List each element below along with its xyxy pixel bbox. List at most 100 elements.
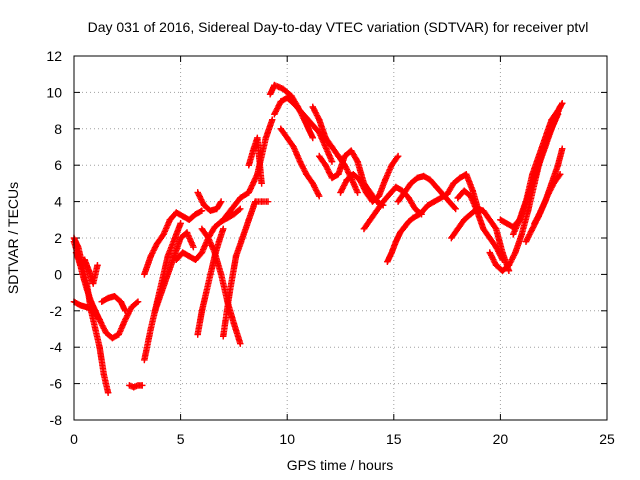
data-point [77, 302, 84, 309]
data-point [202, 289, 210, 296]
data-point [407, 180, 415, 187]
data-point [220, 225, 227, 233]
data-point [185, 216, 193, 223]
y-tick-label: -2 [50, 303, 63, 319]
data-point [350, 171, 357, 178]
data-point [448, 234, 455, 242]
data-point [96, 344, 103, 351]
data-point [198, 249, 206, 256]
data-point [347, 147, 355, 154]
data-point [192, 256, 199, 264]
data-point [213, 205, 221, 213]
data-point [394, 198, 402, 205]
data-point [173, 209, 180, 216]
series-track-e [98, 293, 129, 314]
data-point [217, 271, 225, 278]
data-point [414, 174, 421, 182]
data-point [200, 202, 208, 209]
data-point [379, 198, 387, 205]
data-point [309, 121, 316, 129]
data-point [230, 320, 238, 327]
data-point [226, 289, 233, 296]
data-point [456, 174, 464, 182]
data-point [290, 143, 297, 151]
data-point [497, 216, 504, 223]
data-point [190, 243, 197, 251]
series-track-w [360, 183, 425, 233]
data-point [245, 162, 253, 169]
series-track-n [220, 198, 272, 340]
data-point [279, 85, 287, 92]
data-point [375, 192, 383, 200]
data-point [198, 225, 206, 233]
data-point [141, 271, 148, 278]
data-point [166, 216, 174, 223]
data-point [284, 89, 291, 96]
data-point [522, 238, 530, 245]
series-track-c [72, 249, 101, 287]
data-point [544, 192, 551, 200]
data-point [362, 189, 370, 196]
data-point [237, 340, 244, 347]
series-track-h [141, 207, 206, 278]
data-point [305, 125, 312, 132]
data-point [452, 205, 459, 213]
data-point [335, 152, 342, 160]
data-point [245, 189, 253, 196]
data-point [354, 189, 361, 196]
data-point [151, 307, 159, 314]
data-point [315, 116, 323, 123]
data-point [252, 198, 259, 205]
data-point [369, 198, 376, 205]
data-point [77, 262, 84, 269]
data-point [262, 134, 270, 142]
data-point [81, 256, 88, 264]
data-point [499, 267, 506, 274]
data-point [185, 253, 193, 260]
data-point [463, 171, 470, 178]
data-point [550, 180, 557, 187]
series-track-v [337, 152, 402, 205]
data-point [98, 298, 105, 305]
data-point [198, 307, 206, 314]
series-track-ag [531, 171, 564, 227]
data-point [405, 194, 412, 202]
data-point [467, 192, 474, 200]
data-point [271, 81, 278, 89]
data-point [433, 183, 440, 191]
data-point [83, 303, 90, 311]
data-point [446, 198, 453, 205]
y-tick-label: 12 [46, 48, 62, 64]
data-point [450, 180, 457, 187]
data-point [401, 223, 408, 231]
data-point [139, 382, 146, 389]
plot-frame [73, 55, 608, 421]
data-point [548, 125, 555, 132]
data-point [335, 171, 342, 178]
data-point [147, 325, 154, 333]
data-point [529, 225, 536, 233]
data-point [96, 316, 103, 324]
data-point [173, 256, 180, 264]
series-track-r [271, 94, 336, 165]
data-point [431, 198, 438, 205]
data-point [192, 211, 199, 218]
data-point [356, 176, 363, 183]
data-point [343, 176, 351, 183]
data-points [70, 81, 566, 396]
y-tick-label: 2 [54, 230, 62, 246]
data-point [537, 207, 545, 214]
data-point [269, 116, 276, 123]
data-point [258, 198, 265, 205]
series-track-f [126, 382, 146, 391]
series-track-ae [509, 111, 562, 238]
data-point [454, 225, 461, 233]
data-point [228, 205, 235, 213]
data-point [437, 194, 444, 202]
y-tick-label: 8 [54, 121, 62, 137]
data-point [405, 218, 412, 225]
y-tick-label: -8 [50, 412, 63, 428]
data-point [509, 231, 517, 238]
y-tick-label: 10 [46, 84, 62, 100]
